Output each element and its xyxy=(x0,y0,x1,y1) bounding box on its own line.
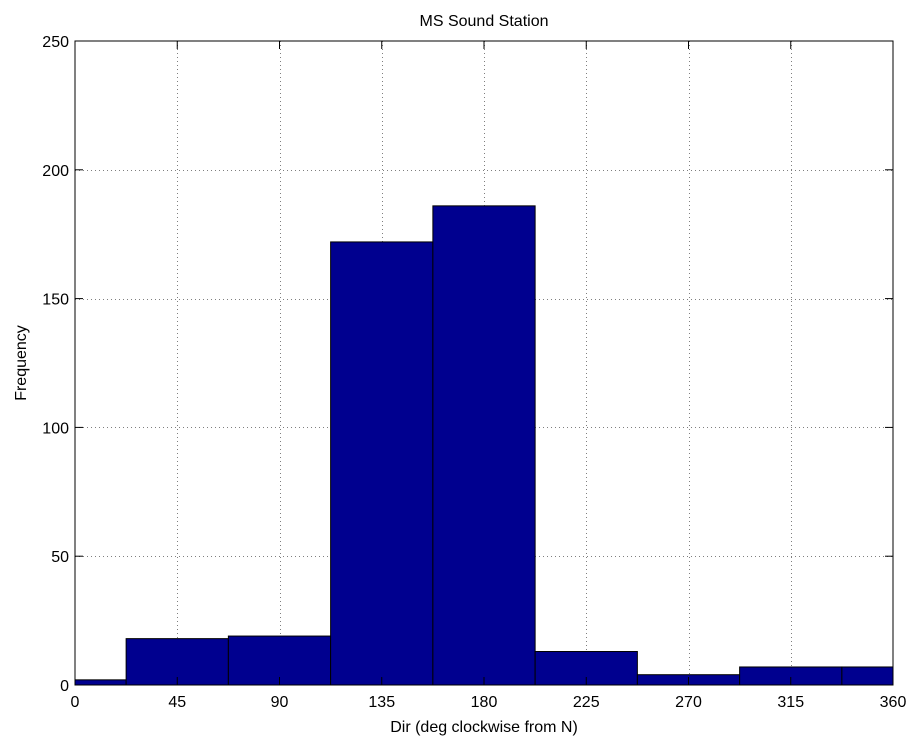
x-tick-label: 360 xyxy=(880,694,907,711)
y-tick-label: 0 xyxy=(60,678,69,695)
y-tick-label: 150 xyxy=(42,292,69,309)
x-tick-label: 180 xyxy=(471,694,498,711)
y-tick-label: 50 xyxy=(51,549,69,566)
x-tick-label: 45 xyxy=(168,694,186,711)
histogram-bar xyxy=(841,666,894,686)
x-tick-label: 90 xyxy=(271,694,289,711)
y-tick-label: 100 xyxy=(42,420,69,437)
y-tick-label: 250 xyxy=(42,34,69,51)
x-tick-label: 225 xyxy=(573,694,600,711)
bars-layer xyxy=(74,205,894,686)
x-tick-label: 0 xyxy=(71,694,80,711)
histogram-bar xyxy=(432,205,536,686)
x-tick-label: 315 xyxy=(777,694,804,711)
histogram-bar xyxy=(74,679,127,686)
x-axis-label: Dir (deg clockwise from N) xyxy=(390,719,578,736)
y-axis-label: Frequency xyxy=(13,325,30,401)
chart-title: MS Sound Station xyxy=(420,13,549,30)
histogram-bar xyxy=(330,241,434,686)
y-tick-label: 200 xyxy=(42,163,69,180)
x-tick-label: 135 xyxy=(368,694,395,711)
ticks-layer xyxy=(74,40,894,686)
x-tick-label: 270 xyxy=(675,694,702,711)
tick-labels-layer: 0 45 90 135 180 225 270 315 360 0 50 100 150 200 250 xyxy=(42,34,906,711)
